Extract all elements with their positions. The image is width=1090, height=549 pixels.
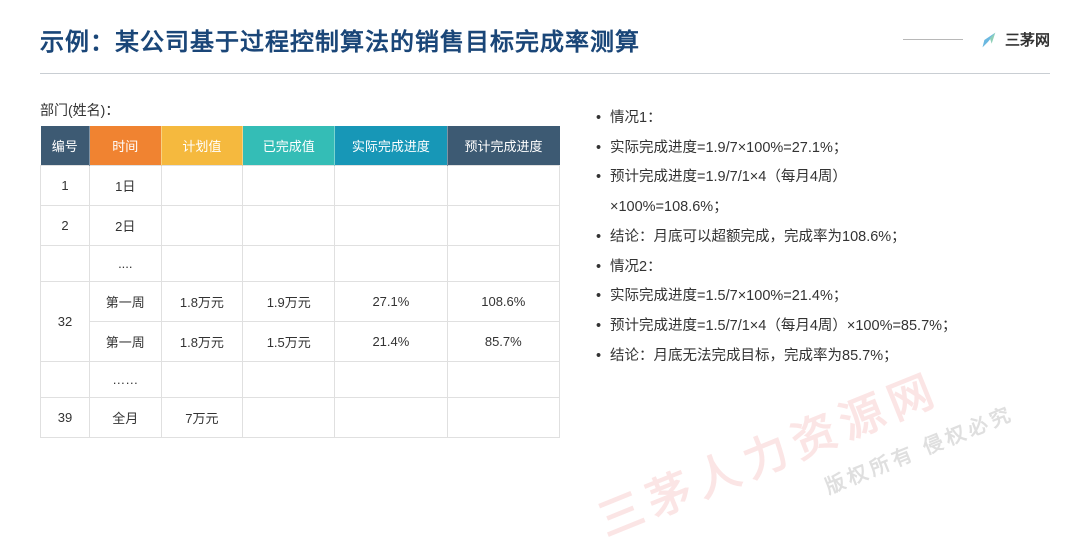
bullet-dot: •	[596, 104, 610, 134]
table-row: 第一周1.8万元1.5万元21.4%85.7%	[41, 322, 560, 362]
table-cell	[161, 206, 243, 246]
table-row: ....	[41, 246, 560, 282]
notes-panel: •情况1：•实际完成进度=1.9/7×100%=27.1%；•预计完成进度=1.…	[596, 100, 1060, 438]
table-cell: 全月	[90, 398, 162, 438]
note-line: •情况1：	[596, 104, 1060, 134]
table-cell	[447, 362, 559, 398]
col-header: 已完成值	[243, 126, 335, 166]
note-text: 情况2：	[610, 253, 662, 283]
col-header: 计划值	[161, 126, 243, 166]
table-cell: ....	[90, 246, 162, 282]
note-text: 实际完成进度=1.5/7×100%=21.4%；	[610, 282, 847, 312]
note-line: •预计完成进度=1.9/7/1×4（每月4周）	[596, 163, 1060, 193]
table-cell: 32	[41, 282, 90, 362]
table-cell: 2日	[90, 206, 162, 246]
feather-icon	[977, 29, 999, 51]
table-cell: 7万元	[161, 398, 243, 438]
table-cell	[335, 398, 447, 438]
table-cell: 39	[41, 398, 90, 438]
table-cell: 1.8万元	[161, 322, 243, 362]
col-header: 实际完成进度	[335, 126, 447, 166]
table-cell: 85.7%	[447, 322, 559, 362]
col-header: 编号	[41, 126, 90, 166]
table-cell	[447, 206, 559, 246]
table-cell	[161, 246, 243, 282]
bullet-dot: •	[596, 134, 610, 164]
bullet-dot: •	[596, 223, 610, 253]
table-cell	[335, 166, 447, 206]
table-cell	[335, 362, 447, 398]
table-cell	[243, 246, 335, 282]
bullet-dot: •	[596, 282, 610, 312]
note-line: •预计完成进度=1.5/7/1×4（每月4周）×100%=85.7%；	[596, 312, 1060, 342]
table-cell	[41, 246, 90, 282]
table-row: 39全月7万元	[41, 398, 560, 438]
bullet-dot: •	[596, 163, 610, 193]
table-cell	[243, 398, 335, 438]
table-cell: 1.5万元	[243, 322, 335, 362]
note-line: •情况2：	[596, 253, 1060, 283]
bullet-dot	[596, 193, 610, 223]
table-row: 32第一周1.8万元1.9万元27.1%108.6%	[41, 282, 560, 322]
note-line: •结论：月底无法完成目标，完成率为85.7%；	[596, 342, 1060, 372]
table-cell	[243, 206, 335, 246]
note-line: •实际完成进度=1.9/7×100%=27.1%；	[596, 134, 1060, 164]
note-text: 预计完成进度=1.9/7/1×4（每月4周）	[610, 163, 847, 193]
table-row: ……	[41, 362, 560, 398]
note-text: 实际完成进度=1.9/7×100%=27.1%；	[610, 134, 847, 164]
table-cell: 1日	[90, 166, 162, 206]
note-text: ×100%=108.6%；	[610, 193, 728, 223]
table-cell	[41, 362, 90, 398]
table-cell	[243, 362, 335, 398]
table-cell	[161, 166, 243, 206]
progress-table: 编号时间计划值已完成值实际完成进度预计完成进度 11日22日....32第一周1…	[40, 126, 560, 438]
note-text: 结论：月底无法完成目标，完成率为85.7%；	[610, 342, 898, 372]
table-cell	[447, 166, 559, 206]
table-row: 11日	[41, 166, 560, 206]
table-cell	[335, 206, 447, 246]
table-cell: 第一周	[90, 322, 162, 362]
table-cell	[447, 398, 559, 438]
brand-divider	[903, 39, 963, 40]
bullet-dot: •	[596, 312, 610, 342]
col-header: 时间	[90, 126, 162, 166]
table-cell: 2	[41, 206, 90, 246]
page-title: 示例：某公司基于过程控制算法的销售目标完成率测算	[40, 22, 640, 57]
table-cell	[447, 246, 559, 282]
note-text: 预计完成进度=1.5/7/1×4（每月4周）×100%=85.7%；	[610, 312, 957, 342]
table-cell	[243, 166, 335, 206]
bullet-dot: •	[596, 342, 610, 372]
table-cell: 108.6%	[447, 282, 559, 322]
bullet-dot: •	[596, 253, 610, 283]
note-text: 情况1：	[610, 104, 662, 134]
table-cell: 27.1%	[335, 282, 447, 322]
note-line: ×100%=108.6%；	[596, 193, 1060, 223]
table-cell: 1.9万元	[243, 282, 335, 322]
col-header: 预计完成进度	[447, 126, 559, 166]
table-cell: 第一周	[90, 282, 162, 322]
table-cell	[161, 362, 243, 398]
note-line: •实际完成进度=1.5/7×100%=21.4%；	[596, 282, 1060, 312]
brand-text: 三茅网	[1005, 29, 1050, 50]
table-cell: 1	[41, 166, 90, 206]
table-cell: 21.4%	[335, 322, 447, 362]
brand: 三茅网	[903, 29, 1050, 51]
note-line: •结论：月底可以超额完成，完成率为108.6%；	[596, 223, 1060, 253]
dept-label: 部门(姓名)：	[40, 100, 560, 120]
table-cell: ……	[90, 362, 162, 398]
table-cell: 1.8万元	[161, 282, 243, 322]
note-text: 结论：月底可以超额完成，完成率为108.6%；	[610, 223, 906, 253]
table-cell	[335, 246, 447, 282]
table-row: 22日	[41, 206, 560, 246]
